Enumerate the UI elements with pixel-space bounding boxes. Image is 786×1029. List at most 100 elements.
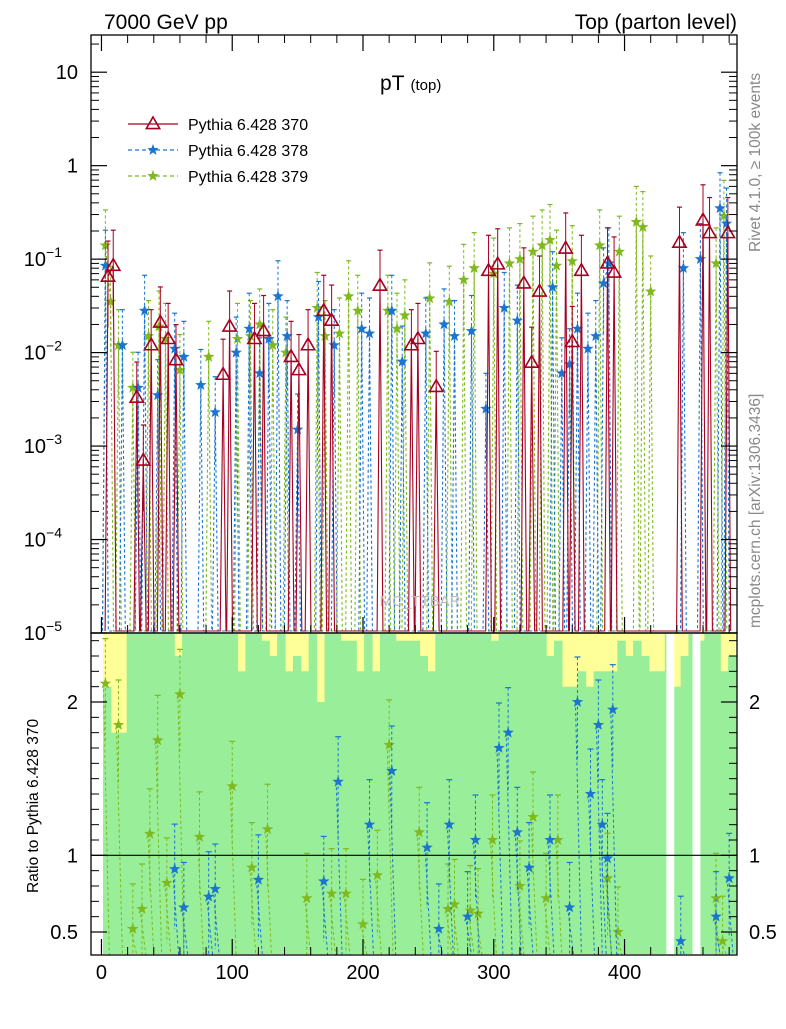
data-point <box>116 339 129 351</box>
ratio-point <box>301 892 313 904</box>
y-tick-label: 10−1 <box>24 244 62 271</box>
ratio-point <box>127 922 139 934</box>
data-point <box>263 332 275 344</box>
data-point <box>105 257 122 272</box>
data-point <box>311 302 323 313</box>
band-inner-bin <box>459 634 468 954</box>
data-point <box>203 350 215 362</box>
data-point <box>230 346 242 358</box>
data-point <box>637 221 649 232</box>
ratio-point <box>325 887 338 899</box>
data-point <box>132 381 144 393</box>
band-inner-bin <box>213 634 223 954</box>
ratio-drop-line <box>335 781 343 956</box>
data-point <box>714 202 726 214</box>
ratio-point <box>261 823 274 835</box>
y-tick-label: 10−2 <box>24 338 62 365</box>
band-inner-bin <box>245 634 254 954</box>
ratio-point <box>318 875 330 887</box>
data-point <box>701 224 718 239</box>
band-inner-bin <box>190 634 199 954</box>
ratio-series-layer <box>99 637 735 956</box>
data-point <box>438 318 450 330</box>
data-point <box>221 317 238 332</box>
ratio-drop-line <box>424 847 432 956</box>
band-inner-bin <box>403 640 413 954</box>
data-point <box>135 451 152 466</box>
ratio-drop-line <box>514 832 522 956</box>
data-point <box>399 309 411 321</box>
data-point <box>597 277 610 289</box>
legend-label: Pythia 6.428 370 <box>188 117 308 134</box>
ratio-drop-line <box>452 904 459 956</box>
band-inner-bin <box>300 671 310 954</box>
data-point <box>590 330 602 341</box>
ratio-drop-line <box>181 907 189 956</box>
data-point <box>420 327 432 339</box>
band-inner-bin <box>680 656 690 954</box>
ratio-point <box>178 901 190 913</box>
ratio-drop-line <box>445 908 453 956</box>
band-inner-bin <box>419 656 428 954</box>
band-inner-bin <box>443 634 452 954</box>
data-point <box>352 304 364 316</box>
ratio-point <box>592 719 605 730</box>
ratio-point <box>472 907 484 919</box>
ratio-drop-line <box>177 694 185 956</box>
data-point <box>718 209 730 221</box>
data-point <box>363 327 376 339</box>
band-inner-bin <box>482 634 492 954</box>
ratio-tick-label: 1 <box>67 845 78 867</box>
ratio-point <box>601 872 614 884</box>
band-inner-bin <box>379 634 389 954</box>
data-point <box>246 330 263 345</box>
band-inner-bin <box>285 671 294 954</box>
data-point <box>312 311 325 322</box>
ratio-drop-line <box>321 881 329 956</box>
band-inner-bin <box>182 634 191 954</box>
data-point <box>283 348 300 363</box>
band-inner-bin <box>348 640 357 954</box>
band-inner-bin <box>728 656 737 954</box>
ratio-point <box>174 688 186 700</box>
x-tick-label: 300 <box>477 962 510 984</box>
ratio-point <box>112 719 125 730</box>
ratio-point <box>443 818 455 830</box>
band-inner-bin <box>633 640 642 954</box>
ratio-drop-line <box>472 839 480 956</box>
ratio-drop-line <box>605 878 612 956</box>
band-inner-bin <box>174 656 183 954</box>
band-inner-bin <box>617 640 626 954</box>
band-inner-bin <box>641 656 650 954</box>
data-point <box>159 332 172 344</box>
ratio-tick-label-right: 0.5 <box>749 922 777 944</box>
band-inner-bin <box>656 671 666 954</box>
ratio-point <box>523 861 535 873</box>
ratio-point <box>502 726 514 738</box>
ratio-point <box>563 901 576 913</box>
data-point <box>386 304 398 316</box>
ratio-point <box>486 834 499 845</box>
band-inner-bin <box>577 671 587 954</box>
ratio-drop-line <box>212 889 220 956</box>
band-inner-bin <box>672 686 682 954</box>
legend-item: Pythia 6.428 378 <box>128 143 308 160</box>
ratio-point <box>340 887 352 899</box>
data-point <box>511 314 523 326</box>
data-point <box>371 277 389 292</box>
data-point <box>143 336 160 351</box>
title-main: pT <box>380 72 405 95</box>
data-point <box>244 330 257 341</box>
data-point <box>290 361 307 376</box>
ratio-point <box>552 834 564 845</box>
ratio-point <box>209 883 221 894</box>
data-point <box>174 364 186 375</box>
band-inner-bin <box>277 634 286 954</box>
data-point <box>498 302 510 313</box>
ratio-point <box>442 903 454 914</box>
data-point <box>443 295 455 307</box>
ratio-drop-line <box>102 683 110 956</box>
data-point <box>178 350 190 362</box>
band-inner-bin <box>364 634 373 954</box>
